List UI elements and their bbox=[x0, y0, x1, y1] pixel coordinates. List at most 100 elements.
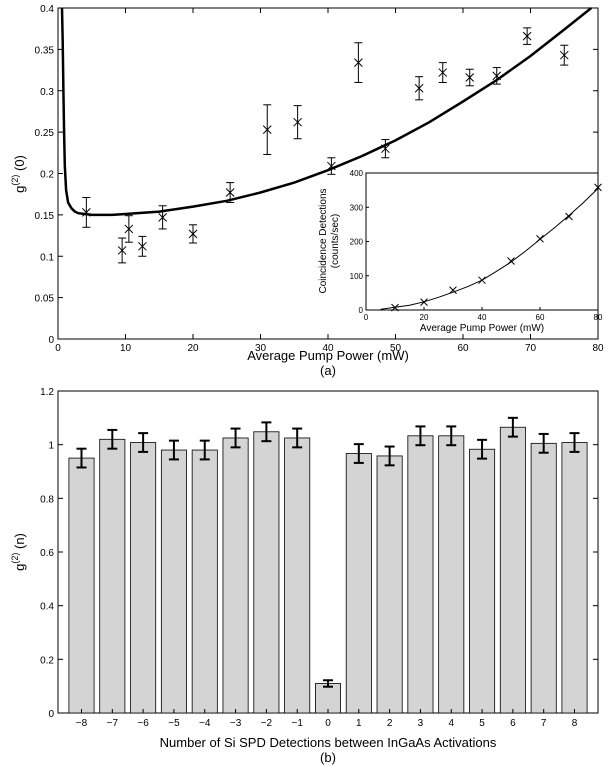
bar-group bbox=[561, 432, 588, 714]
plot-a-fit-curve bbox=[60, 7, 593, 217]
data-point bbox=[354, 42, 363, 83]
bar-group bbox=[68, 447, 95, 714]
x-marker bbox=[465, 73, 475, 82]
y-tick-label: 0.4 bbox=[40, 4, 54, 15]
inset-x-tick-label: 20 bbox=[420, 313, 429, 322]
data-point bbox=[138, 235, 147, 257]
inset-x-tick-label: 40 bbox=[478, 313, 487, 322]
x-tick-label: 30 bbox=[255, 343, 267, 354]
x-tick-label: 20 bbox=[187, 343, 199, 354]
x-marker bbox=[262, 125, 272, 134]
inset-data-points bbox=[391, 183, 602, 312]
fit-curve-line bbox=[60, 7, 593, 217]
x-marker bbox=[225, 188, 235, 197]
bar-group bbox=[191, 439, 218, 714]
panel-a-scatter-plot: 0 10 20 30 40 50 60 70 80 0 0.05 0.1 0.15 0.2 0.25 0.3 0… bbox=[10, 4, 604, 378]
x-tick-label: 0 bbox=[55, 343, 61, 354]
bar bbox=[191, 449, 218, 714]
x-marker bbox=[536, 234, 544, 243]
inset-y-tick-label: 400 bbox=[350, 169, 364, 178]
x-tick-label: 60 bbox=[457, 343, 469, 354]
bar-group bbox=[284, 427, 311, 714]
x-marker bbox=[478, 276, 486, 285]
plot-a-data-points bbox=[81, 27, 569, 264]
bar bbox=[160, 449, 187, 714]
inset-data-point bbox=[449, 286, 457, 294]
plot-a-ticks: 0 10 20 30 40 50 60 70 80 0 0.05 0.1 0.15 0.2 0.25 0.3 0… bbox=[35, 4, 604, 354]
bar bbox=[469, 448, 496, 714]
inset-frame bbox=[365, 172, 599, 311]
bar bbox=[345, 453, 372, 714]
bar bbox=[314, 683, 342, 714]
inset-data-point bbox=[594, 183, 602, 192]
bar-group bbox=[469, 438, 496, 714]
x-tick-label: −8 bbox=[76, 718, 88, 729]
x-tick-label: −4 bbox=[199, 718, 211, 729]
x-marker bbox=[594, 183, 602, 192]
y-tick-label: 0.3 bbox=[40, 87, 54, 98]
data-point bbox=[492, 67, 502, 85]
x-tick-label: 4 bbox=[448, 718, 454, 729]
data-point bbox=[438, 62, 448, 83]
plot-b-ticks: 0 0.2 0.4 0.6 0.8 1 1.2 −8 −7 −6 −5 −4 −3 −2 −1 0 1 2 3 4 5 6… bbox=[40, 387, 598, 729]
inset-data-point bbox=[565, 212, 573, 221]
x-marker bbox=[438, 68, 448, 77]
plot-b-ylabel: g(2) (n) bbox=[10, 533, 27, 571]
bar bbox=[222, 437, 249, 714]
x-tick-label: 2 bbox=[387, 718, 393, 729]
x-marker bbox=[492, 71, 502, 81]
data-point bbox=[327, 157, 336, 175]
x-marker bbox=[138, 241, 147, 251]
y-tick-label: 0.2 bbox=[40, 655, 54, 666]
data-point bbox=[124, 215, 134, 243]
x-tick-label: −2 bbox=[261, 718, 273, 729]
bar bbox=[407, 435, 434, 714]
inset-y-tick-label: 0 bbox=[359, 306, 364, 315]
x-marker bbox=[559, 50, 569, 60]
plot-b-caption: (b) bbox=[320, 750, 336, 765]
x-marker bbox=[449, 286, 457, 294]
x-tick-label: 7 bbox=[541, 718, 547, 729]
y-tick-label: 0.15 bbox=[35, 211, 55, 222]
data-point bbox=[414, 76, 424, 101]
bar bbox=[253, 431, 280, 714]
y-tick-label: 1.2 bbox=[40, 387, 54, 398]
inset-fit-curve bbox=[380, 188, 599, 310]
bar bbox=[530, 442, 557, 714]
inset-data-point bbox=[391, 303, 399, 312]
y-tick-label: 0 bbox=[48, 335, 54, 346]
inset-x-tick-label: 0 bbox=[364, 313, 369, 322]
y-tick-label: 1 bbox=[48, 441, 54, 452]
inset-x-tick-label: 80 bbox=[594, 313, 603, 322]
data-point bbox=[465, 68, 475, 87]
y-tick-label: 0.05 bbox=[35, 294, 55, 305]
data-point bbox=[381, 139, 390, 159]
bar-group bbox=[130, 432, 157, 714]
x-tick-label: 8 bbox=[572, 718, 578, 729]
inset-curve-line bbox=[380, 188, 599, 310]
x-marker bbox=[565, 212, 573, 221]
y-tick-label: 0.25 bbox=[35, 128, 55, 139]
inset-ylabel: Coincidence Detections(counts/sec) bbox=[318, 188, 341, 293]
x-tick-label: 3 bbox=[418, 718, 424, 729]
data-point bbox=[522, 27, 532, 45]
plot-b-bars bbox=[68, 416, 588, 714]
x-marker bbox=[381, 144, 390, 154]
data-point bbox=[262, 104, 272, 155]
x-marker bbox=[391, 303, 399, 312]
inset-data-point bbox=[536, 234, 544, 243]
bar-group bbox=[99, 428, 126, 714]
x-tick-label: −6 bbox=[137, 718, 149, 729]
x-marker bbox=[293, 117, 302, 127]
bar bbox=[99, 438, 126, 714]
inset-y-tick-label: 300 bbox=[350, 203, 364, 212]
y-tick-label: 0 bbox=[48, 709, 54, 720]
data-point bbox=[81, 196, 91, 228]
x-tick-label: −7 bbox=[107, 718, 119, 729]
y-tick-label: 0.35 bbox=[35, 45, 55, 56]
data-point bbox=[225, 182, 235, 203]
inset-ticks: 0 20 40 60 80 0 100 200 300 400 bbox=[350, 169, 603, 322]
x-marker bbox=[124, 224, 134, 234]
plot-a-xlabel: Average Pump Power (mW) bbox=[247, 348, 409, 363]
bar-group bbox=[376, 445, 403, 714]
